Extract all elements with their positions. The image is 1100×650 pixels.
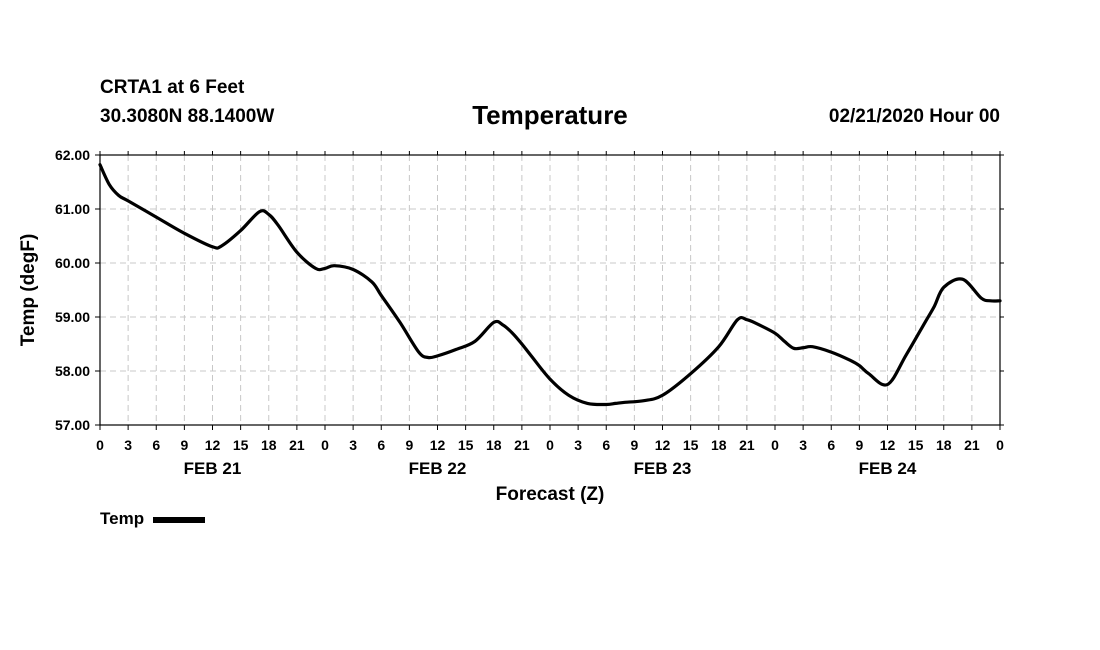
x-tick-label: 21 bbox=[289, 437, 305, 453]
x-tick-label: 12 bbox=[655, 437, 671, 453]
x-tick-label: 9 bbox=[630, 437, 638, 453]
legend: Temp bbox=[100, 509, 206, 529]
y-tick-label: 59.00 bbox=[55, 309, 90, 325]
x-tick-label: 21 bbox=[514, 437, 530, 453]
x-tick-label: 0 bbox=[321, 437, 329, 453]
y-tick-label: 57.00 bbox=[55, 417, 90, 433]
x-tick-label: 12 bbox=[205, 437, 221, 453]
x-tick-label: 21 bbox=[964, 437, 980, 453]
y-tick-label: 62.00 bbox=[55, 147, 90, 163]
legend-swatch-temp bbox=[153, 517, 206, 523]
y-tick-label: 58.00 bbox=[55, 363, 90, 379]
x-tick-label: 6 bbox=[152, 437, 160, 453]
day-label: FEB 24 bbox=[859, 459, 917, 478]
day-label: FEB 22 bbox=[409, 459, 467, 478]
x-tick-label: 18 bbox=[711, 437, 727, 453]
x-tick-label: 9 bbox=[855, 437, 863, 453]
x-tick-label: 18 bbox=[261, 437, 277, 453]
x-tick-label: 18 bbox=[486, 437, 502, 453]
y-axis-label: Temp (degF) bbox=[18, 234, 39, 347]
x-tick-label: 18 bbox=[936, 437, 952, 453]
x-tick-label: 15 bbox=[908, 437, 924, 453]
y-tick-label: 61.00 bbox=[55, 201, 90, 217]
day-label: FEB 21 bbox=[184, 459, 242, 478]
x-tick-label: 12 bbox=[880, 437, 896, 453]
forecast-run-time: 02/21/2020 Hour 00 bbox=[828, 106, 1000, 127]
x-tick-label: 3 bbox=[124, 437, 132, 453]
x-tick-label: 3 bbox=[799, 437, 807, 453]
x-tick-label: 12 bbox=[430, 437, 446, 453]
x-tick-label: 6 bbox=[602, 437, 610, 453]
x-tick-label: 0 bbox=[546, 437, 554, 453]
y-tick-label: 60.00 bbox=[55, 255, 90, 271]
chart-title: Temperature bbox=[472, 100, 628, 130]
station-coordinates: 30.3080N 88.1400W bbox=[100, 106, 275, 127]
series-line-temp bbox=[98, 163, 1002, 407]
legend-label: Temp bbox=[100, 509, 145, 528]
station-label: CRTA1 at 6 Feet bbox=[100, 77, 245, 98]
x-tick-label: 9 bbox=[405, 437, 413, 453]
x-tick-label: 3 bbox=[349, 437, 357, 453]
x-tick-label: 15 bbox=[458, 437, 474, 453]
x-tick-label: 0 bbox=[771, 437, 779, 453]
day-label: FEB 23 bbox=[634, 459, 692, 478]
x-tick-label: 15 bbox=[233, 437, 249, 453]
x-tick-label: 6 bbox=[377, 437, 385, 453]
x-tick-label: 21 bbox=[739, 437, 755, 453]
x-tick-label: 3 bbox=[574, 437, 582, 453]
x-tick-label: 6 bbox=[827, 437, 835, 453]
x-tick-label: 0 bbox=[996, 437, 1004, 453]
x-tick-label: 9 bbox=[180, 437, 188, 453]
x-tick-label: 0 bbox=[96, 437, 104, 453]
x-axis-label: Forecast (Z) bbox=[496, 484, 605, 505]
x-tick-label: 15 bbox=[683, 437, 699, 453]
